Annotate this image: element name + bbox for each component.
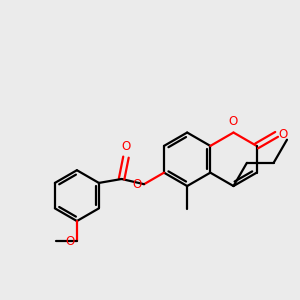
Text: O: O — [133, 178, 142, 191]
Text: O: O — [121, 140, 130, 153]
Text: O: O — [65, 235, 75, 248]
Text: O: O — [279, 128, 288, 141]
Text: O: O — [229, 115, 238, 128]
